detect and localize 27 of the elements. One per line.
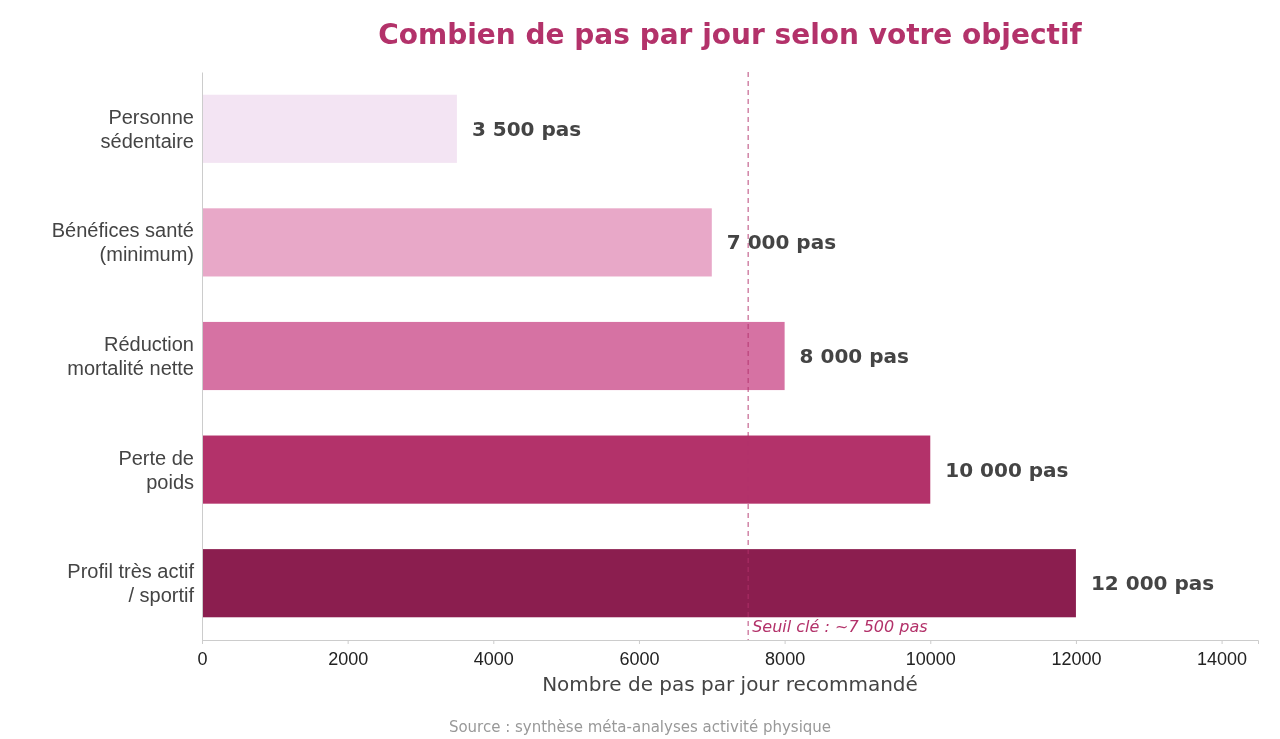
chart-title: Combien de pas par jour selon votre objectif: [378, 18, 1083, 51]
x-axis-title: Nombre de pas par jour recommandé: [542, 672, 918, 696]
ref-line-label: Seuil clé : ~7 500 pas: [752, 617, 928, 636]
y-tick-label: Bénéfices santé (minimum): [51, 219, 194, 266]
bar: [202, 321, 785, 391]
y-tick-label: Personne sédentaire: [100, 105, 194, 152]
x-tick-label: 2000: [328, 649, 369, 669]
data-label: 12 000 pas: [1090, 571, 1215, 596]
source-note: Source : synthèse méta-analyses activité physique: [448, 718, 832, 736]
x-tick-label: 0: [197, 649, 208, 669]
data-label: 10 000 pas: [945, 457, 1069, 482]
bar: [202, 94, 457, 163]
bar: [202, 549, 1076, 618]
bar: [202, 435, 931, 504]
y-tick-label: Réduction mortalité nette: [67, 333, 194, 379]
x-tick-label: 10000: [905, 649, 956, 669]
x-tick-label: 6000: [619, 649, 660, 669]
data-label: 8 000 pas: [799, 344, 909, 368]
y-tick-label: Perte de poids: [118, 446, 194, 493]
x-tick-label: 4000: [473, 649, 514, 669]
x-tick-label: 12000: [1051, 649, 1102, 669]
data-label: 3 500 pas: [471, 116, 582, 141]
x-tick-label: 8000: [765, 649, 806, 669]
bar: [202, 208, 712, 277]
x-tick-label: 14000: [1197, 649, 1248, 669]
y-tick-label: Profil très actif / sportif: [67, 560, 195, 607]
data-label: 7 000 pas: [726, 230, 837, 255]
